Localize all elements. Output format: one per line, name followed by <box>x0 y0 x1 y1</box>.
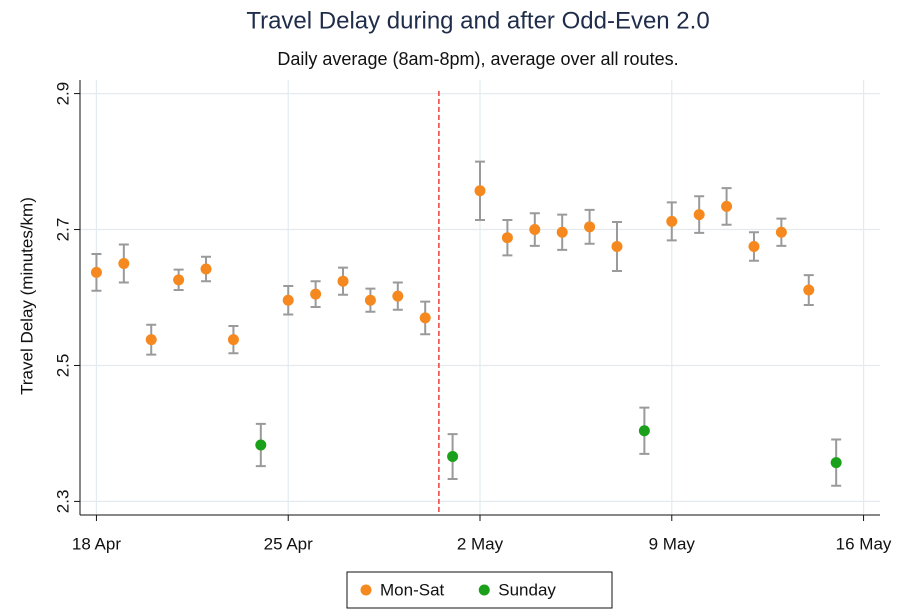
point <box>721 200 733 212</box>
chart-subtitle: Daily average (8am-8pm), average over al… <box>277 49 678 69</box>
point <box>447 451 459 463</box>
x-tick-label: 16 May <box>836 534 892 553</box>
chart-title: Travel Delay during and after Odd-Even 2… <box>246 7 709 34</box>
point <box>474 185 486 197</box>
point <box>118 258 130 270</box>
legend-marker <box>360 584 372 596</box>
point <box>775 226 787 238</box>
y-axis-title: Travel Delay (minutes/km) <box>17 197 36 395</box>
point <box>310 288 322 300</box>
x-tick-label: 18 Apr <box>72 534 121 553</box>
point <box>584 221 596 233</box>
point <box>748 241 760 253</box>
point <box>666 215 678 227</box>
point <box>145 334 157 346</box>
point <box>556 226 568 238</box>
point <box>282 294 294 306</box>
point <box>255 439 267 451</box>
point <box>227 334 239 346</box>
y-tick-label: 2.7 <box>53 218 72 242</box>
y-tick-label: 2.5 <box>53 354 72 378</box>
x-tick-label: 2 May <box>457 534 504 553</box>
point <box>830 457 842 469</box>
point <box>392 290 404 302</box>
point <box>529 224 541 236</box>
legend-label: Sunday <box>498 580 556 599</box>
y-tick-label: 2.9 <box>53 82 72 106</box>
point <box>364 294 376 306</box>
point <box>90 266 102 278</box>
point <box>200 263 212 275</box>
point <box>803 284 815 296</box>
point <box>501 232 513 244</box>
point <box>693 209 705 221</box>
x-tick-label: 25 Apr <box>264 534 313 553</box>
point <box>419 312 431 324</box>
y-tick-label: 2.3 <box>53 490 72 514</box>
legend-marker <box>478 584 490 596</box>
point <box>337 275 349 287</box>
point <box>638 425 650 437</box>
legend-label: Mon-Sat <box>380 580 445 599</box>
point <box>611 241 623 253</box>
point <box>173 274 185 286</box>
x-tick-label: 9 May <box>649 534 696 553</box>
